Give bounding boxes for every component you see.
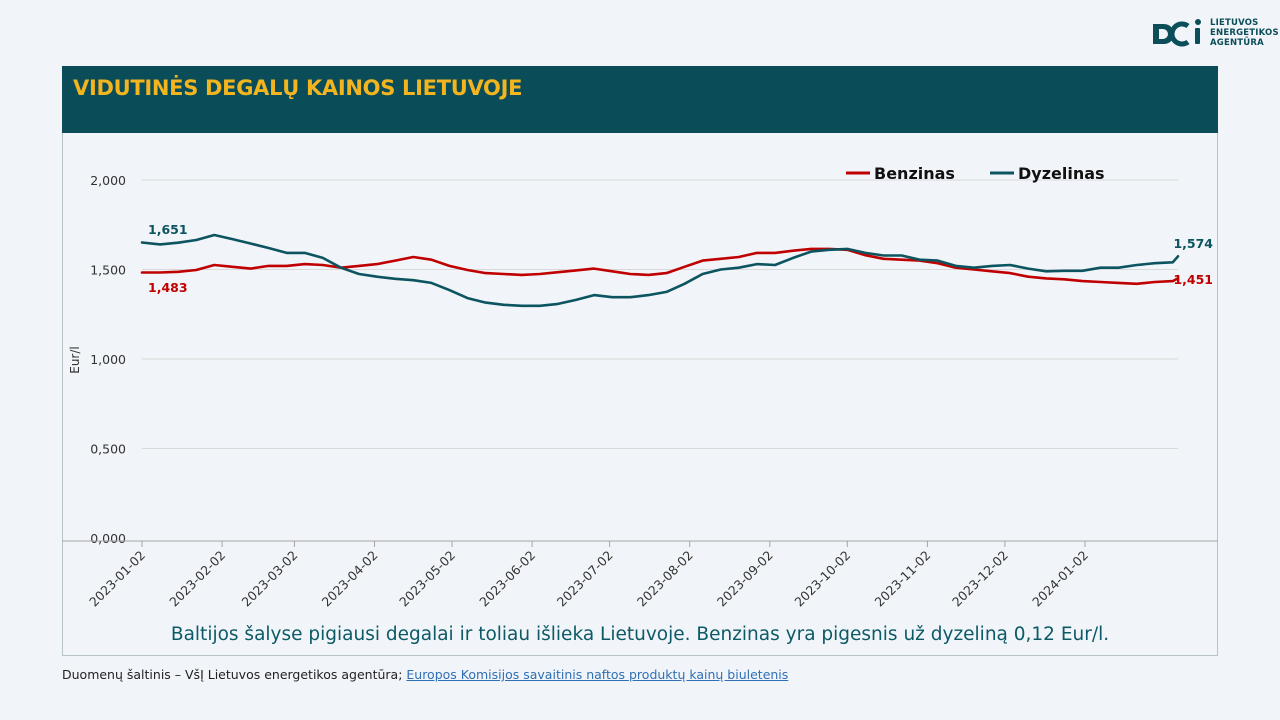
logo-line-2: ENERGETIKOS <box>1210 28 1279 38</box>
x-tick-label: 2023-09-02 <box>714 548 776 610</box>
chart-caption: Baltijos šalyse pigiausi degalai ir toli… <box>170 624 1110 645</box>
x-tick-label: 2023-08-02 <box>634 548 696 610</box>
x-tick-label: 2023-06-02 <box>476 548 538 610</box>
y-axis-label: Eur/l <box>68 346 82 374</box>
x-tick-label: 2023-10-02 <box>791 548 853 610</box>
source-note: Duomenų šaltinis – VšĮ Lietuvos energeti… <box>62 667 788 682</box>
logo-line-3: AGENTŪRA <box>1210 38 1264 48</box>
x-tick-label: 2023-11-02 <box>872 548 934 610</box>
y-tick-label: 1,500 <box>90 263 126 278</box>
chart-header: VIDUTINĖS DEGALŲ KAINOS LIETUVOJE <box>62 66 1218 133</box>
x-tick-label: 2023-04-02 <box>319 548 381 610</box>
series-line-dyzelinas <box>140 233 1180 308</box>
chart-frame <box>62 66 1218 656</box>
logo-line-1: LIETUVOS <box>1210 18 1259 28</box>
legend-label-dyzelinas: Dyzelinas <box>1018 164 1105 183</box>
y-tick-label: 0,000 <box>90 531 126 546</box>
y-tick-label: 1,000 <box>90 352 126 367</box>
data-label-dyzelinas-first: 1,651 <box>148 222 188 237</box>
x-tick-label: 2023-12-02 <box>949 548 1011 610</box>
data-label-dyzelinas-last: 1,574 <box>1173 236 1213 251</box>
chart-title: VIDUTINĖS DEGALŲ KAINOS LIETUVOJE <box>73 76 523 100</box>
x-tick-label: 2023-05-02 <box>396 548 458 610</box>
x-tick-label: 2023-03-02 <box>239 548 301 610</box>
logo-text: LIETUVOS ENERGETIKOS AGENTŪRA <box>1210 18 1279 48</box>
x-tick-label: 2023-02-02 <box>166 548 228 610</box>
lea-logo-icon <box>1153 19 1201 47</box>
x-tick-label: 2023-07-02 <box>554 548 616 610</box>
lea-logo: LIETUVOS ENERGETIKOS AGENTŪRA <box>1150 16 1279 56</box>
y-tick-label: 2,000 <box>90 173 126 188</box>
source-prefix: Duomenų šaltinis – VšĮ Lietuvos energeti… <box>62 667 407 682</box>
source-link[interactable]: Europos Komisijos savaitinis naftos prod… <box>406 667 789 682</box>
data-label-benzinas-first: 1,483 <box>148 280 188 295</box>
data-label-benzinas-last: 1,451 <box>1173 272 1213 287</box>
series-line-benzinas <box>140 247 1180 286</box>
legend-label-benzinas: Benzinas <box>874 164 955 183</box>
y-tick-label: 0,500 <box>90 442 126 457</box>
x-tick-label: 2024-01-02 <box>1029 548 1091 610</box>
x-tick-label: 2023-01-02 <box>86 548 148 610</box>
